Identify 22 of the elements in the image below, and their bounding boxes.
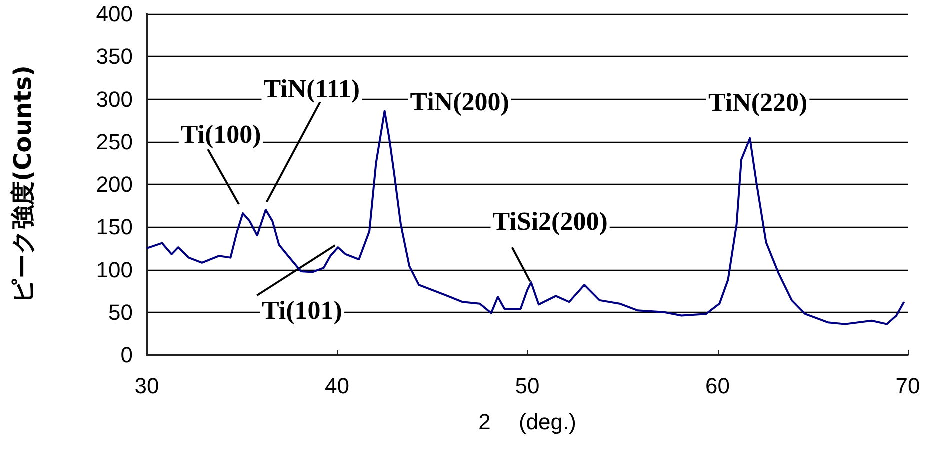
- annotation: TiN(220): [708, 88, 808, 117]
- y-tick-label: 300: [96, 86, 133, 112]
- x-tick-label: 70: [896, 374, 920, 398]
- x-tick-label: 30: [134, 374, 160, 398]
- annotation: TiN(200): [410, 88, 510, 117]
- y-tick-label: 50: [108, 300, 133, 325]
- annotation: TiSi2(200): [492, 207, 608, 236]
- x-tick-label: 60: [706, 374, 730, 398]
- annotation: TiN(111): [264, 74, 360, 104]
- y-axis-title: ピーク強度(Counts): [9, 66, 37, 304]
- y-tick-label: 200: [96, 172, 133, 197]
- y-tick-label: 150: [96, 214, 133, 240]
- y-tick-label: 0: [120, 342, 133, 368]
- y-tick-label: 250: [96, 129, 133, 154]
- y-tick-label: 350: [96, 44, 133, 70]
- x-axis-title: 2 (deg.): [478, 410, 576, 434]
- x-tick-label: 40: [325, 374, 350, 398]
- y-tick-label: 100: [96, 257, 133, 282]
- y-tick-label: 400: [96, 2, 133, 26]
- annotation: Ti(100): [180, 120, 262, 149]
- x-tick-label: 50: [515, 374, 540, 398]
- annotation: Ti(101): [262, 296, 342, 326]
